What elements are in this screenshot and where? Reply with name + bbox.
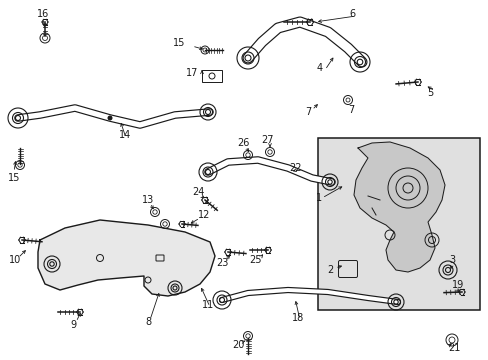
Text: 4: 4 <box>316 63 323 73</box>
Text: 16: 16 <box>37 9 49 19</box>
Bar <box>202 70 222 82</box>
Text: 7: 7 <box>304 107 310 117</box>
Text: 2: 2 <box>326 265 332 275</box>
Text: 6: 6 <box>348 9 354 19</box>
Text: 12: 12 <box>198 210 210 220</box>
Text: 24: 24 <box>191 187 204 197</box>
Text: 11: 11 <box>202 300 214 310</box>
Text: 19: 19 <box>451 280 463 290</box>
Text: 18: 18 <box>291 313 304 323</box>
Text: 8: 8 <box>144 317 151 327</box>
Text: 23: 23 <box>215 258 228 268</box>
Text: 21: 21 <box>447 343 459 353</box>
Text: 7: 7 <box>347 105 353 115</box>
Polygon shape <box>353 142 444 272</box>
Text: 26: 26 <box>236 138 249 148</box>
Circle shape <box>108 116 112 120</box>
Text: 27: 27 <box>261 135 274 145</box>
Bar <box>317 138 479 310</box>
Text: 20: 20 <box>231 340 244 350</box>
Text: 17: 17 <box>185 68 198 78</box>
Text: 5: 5 <box>426 88 432 98</box>
Text: 22: 22 <box>288 163 301 173</box>
Text: 3: 3 <box>448 255 454 265</box>
Text: 13: 13 <box>142 195 154 205</box>
Text: 14: 14 <box>119 130 131 140</box>
Text: 1: 1 <box>315 193 321 203</box>
Text: 9: 9 <box>70 320 76 330</box>
Text: 15: 15 <box>172 38 184 48</box>
Polygon shape <box>38 220 215 296</box>
Text: 15: 15 <box>8 173 20 183</box>
Text: 10: 10 <box>9 255 21 265</box>
Text: 25: 25 <box>249 255 262 265</box>
